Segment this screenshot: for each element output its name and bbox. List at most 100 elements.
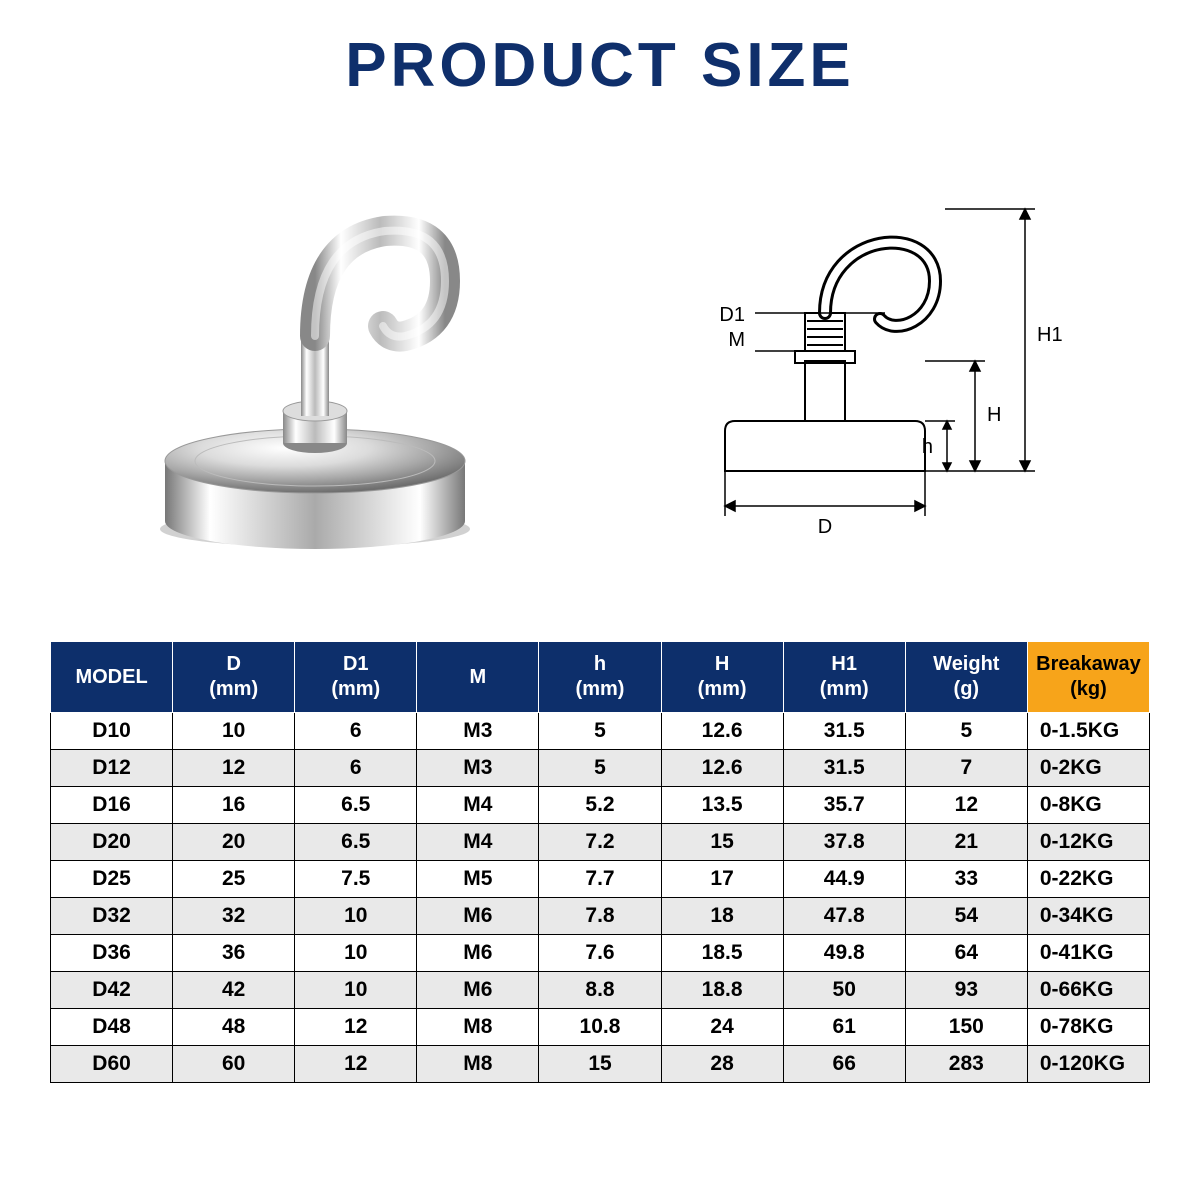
cell-H1: 31.5 [783,713,905,750]
cell-model: D20 [51,824,173,861]
cell-D: 48 [173,1009,295,1046]
cell-D1: 10 [295,935,417,972]
table-row: D424210M68.818.850930-66KG [51,972,1150,1009]
cell-Breakaway: 0-66KG [1027,972,1149,1009]
cell-Weight: 93 [905,972,1027,1009]
col-header-D1: D1(mm) [295,642,417,713]
cell-model: D32 [51,898,173,935]
dimension-diagram: D D1 M H1 H h [635,161,1095,561]
cell-model: D25 [51,861,173,898]
cell-h: 8.8 [539,972,661,1009]
cell-model: D12 [51,750,173,787]
cell-Breakaway: 0-1.5KG [1027,713,1149,750]
cell-D1: 6 [295,750,417,787]
spec-table: MODELD(mm)D1(mm)Mh(mm)H(mm)H1(mm)Weight(… [50,641,1150,1083]
col-header-D: D(mm) [173,642,295,713]
cell-model: D48 [51,1009,173,1046]
dim-label-H: H [987,404,1001,426]
cell-D: 10 [173,713,295,750]
cell-h: 7.6 [539,935,661,972]
cell-M: M8 [417,1009,539,1046]
cell-model: D42 [51,972,173,1009]
cell-H: 18.8 [661,972,783,1009]
cell-H: 18.5 [661,935,783,972]
cell-D: 25 [173,861,295,898]
cell-H: 12.6 [661,713,783,750]
cell-model: D10 [51,713,173,750]
col-header-H: H(mm) [661,642,783,713]
cell-H: 15 [661,824,783,861]
cell-model: D16 [51,787,173,824]
cell-D1: 12 [295,1046,417,1083]
cell-M: M3 [417,713,539,750]
cell-H1: 61 [783,1009,905,1046]
table-row: D25257.5M57.71744.9330-22KG [51,861,1150,898]
dim-label-h: h [922,436,933,458]
cell-H1: 31.5 [783,750,905,787]
cell-Weight: 33 [905,861,1027,898]
cell-D1: 6.5 [295,787,417,824]
table-row: D363610M67.618.549.8640-41KG [51,935,1150,972]
cell-Weight: 150 [905,1009,1027,1046]
cell-M: M4 [417,787,539,824]
col-header-Breakaway: Breakaway(kg) [1027,642,1149,713]
cell-D: 16 [173,787,295,824]
cell-H: 28 [661,1046,783,1083]
table-row: D20206.5M47.21537.8210-12KG [51,824,1150,861]
cell-Weight: 283 [905,1046,1027,1083]
cell-Weight: 21 [905,824,1027,861]
cell-Weight: 5 [905,713,1027,750]
cell-h: 5 [539,713,661,750]
cell-Weight: 12 [905,787,1027,824]
cell-Breakaway: 0-41KG [1027,935,1149,972]
cell-model: D60 [51,1046,173,1083]
cell-D1: 7.5 [295,861,417,898]
cell-h: 7.8 [539,898,661,935]
dim-label-D: D [818,516,832,538]
cell-M: M6 [417,898,539,935]
cell-M: M8 [417,1046,539,1083]
cell-Breakaway: 0-2KG [1027,750,1149,787]
cell-H1: 37.8 [783,824,905,861]
cell-Breakaway: 0-78KG [1027,1009,1149,1046]
cell-Weight: 54 [905,898,1027,935]
cell-M: M4 [417,824,539,861]
cell-h: 5 [539,750,661,787]
cell-H1: 44.9 [783,861,905,898]
cell-H1: 50 [783,972,905,1009]
cell-Breakaway: 0-22KG [1027,861,1149,898]
col-header-H1: H1(mm) [783,642,905,713]
cell-H: 12.6 [661,750,783,787]
cell-Breakaway: 0-120KG [1027,1046,1149,1083]
cell-D1: 10 [295,972,417,1009]
cell-H: 24 [661,1009,783,1046]
cell-D: 36 [173,935,295,972]
cell-M: M6 [417,935,539,972]
cell-H: 18 [661,898,783,935]
cell-D: 60 [173,1046,295,1083]
cell-Breakaway: 0-34KG [1027,898,1149,935]
cell-D1: 6 [295,713,417,750]
table-row: D484812M810.824611500-78KG [51,1009,1150,1046]
cell-h: 15 [539,1046,661,1083]
table-row: D10106M3512.631.550-1.5KG [51,713,1150,750]
cell-H1: 49.8 [783,935,905,972]
col-header-model: MODEL [51,642,173,713]
table-row: D16166.5M45.213.535.7120-8KG [51,787,1150,824]
table-row: D606012M81528662830-120KG [51,1046,1150,1083]
cell-D: 42 [173,972,295,1009]
cell-M: M6 [417,972,539,1009]
cell-D: 32 [173,898,295,935]
cell-h: 7.2 [539,824,661,861]
cell-Weight: 7 [905,750,1027,787]
cell-D1: 12 [295,1009,417,1046]
cell-Weight: 64 [905,935,1027,972]
dim-label-H1: H1 [1037,324,1063,346]
cell-D1: 10 [295,898,417,935]
col-header-Weight: Weight(g) [905,642,1027,713]
col-header-M: M [417,642,539,713]
cell-D: 12 [173,750,295,787]
cell-model: D36 [51,935,173,972]
product-photo [105,151,525,571]
image-row: D D1 M H1 H h [50,141,1150,581]
